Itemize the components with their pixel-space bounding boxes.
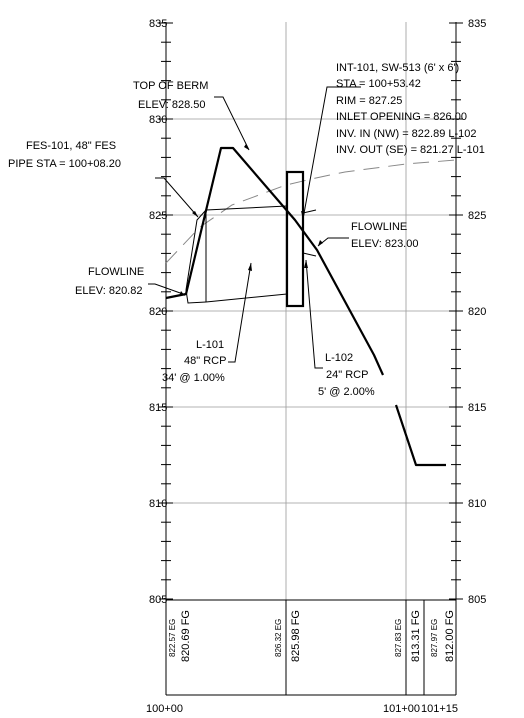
profile-table: 822.57 EG 820.69 FG 826.32 EG 825.98 FG …: [166, 599, 456, 696]
flowline-right-elev: ELEV: 823.00: [351, 238, 418, 250]
elev-label-right-810: 810: [468, 498, 486, 510]
elevation-axis-labels: 835 830 825 820 815 810 805 835 825 820 …: [149, 18, 486, 606]
inlet-line-3: RIM = 827.25: [336, 95, 402, 107]
flowline-left-title: FLOWLINE: [88, 266, 144, 278]
l102-slope: 5' @ 2.00%: [318, 386, 375, 398]
grid: [166, 22, 456, 600]
inlet-line-5: INV. IN (NW) = 822.89 L-102: [336, 128, 477, 140]
callout-fes: FES-101, 48" FES PIPE STA = 100+08.20: [8, 140, 121, 170]
fg-value-1: 820.69 FG: [180, 610, 192, 662]
station-label-100-00: 100+00: [146, 703, 183, 715]
inlet-line-4: INLET OPENING = 826.00: [336, 111, 467, 123]
frame: [165, 22, 457, 695]
station-axis-labels: 100+00 101+00 101+15: [146, 703, 458, 715]
l101-name: L-101: [196, 339, 224, 351]
eg-value-2: 826.32 EG: [274, 619, 283, 657]
elev-label-left-835: 835: [149, 18, 167, 30]
berm-title: TOP OF BERM: [133, 80, 208, 92]
elev-label-left-810: 810: [149, 498, 167, 510]
finished-grade-line: [165, 146, 385, 376]
inlet-line-2: STA = 100+53.42: [336, 78, 421, 90]
callout-leaders: [148, 86, 361, 369]
elev-label-right-820: 820: [468, 306, 486, 318]
elev-label-right-835: 835: [468, 18, 486, 30]
l101-size: 48" RCP: [184, 355, 226, 367]
fg-value-2: 825.98 FG: [290, 610, 302, 662]
l102-name: L-102: [325, 352, 353, 364]
callout-top-of-berm: TOP OF BERM ELEV: 828.50: [133, 80, 208, 111]
elev-label-left-815: 815: [149, 402, 167, 414]
elev-label-left-825: 825: [149, 210, 167, 222]
eg-value-3: 827.83 EG: [394, 619, 403, 657]
eg-value-1: 822.57 EG: [168, 619, 177, 657]
elev-label-left-830: 830: [149, 114, 167, 126]
callout-arrowheads: [180, 144, 323, 296]
fes-station: PIPE STA = 100+08.20: [8, 158, 121, 170]
pipe-l101: [205, 205, 288, 303]
eg-value-4: 827.97 EG: [430, 619, 439, 657]
elev-label-left-820: 820: [149, 306, 167, 318]
elev-label-right-805: 805: [468, 594, 486, 606]
fes-title: FES-101, 48" FES: [26, 140, 116, 152]
finished-grade-line-outfall: [394, 404, 446, 467]
callout-l101: L-101 48" RCP 34' @ 1.00%: [162, 339, 226, 384]
axis-ticks: [159, 22, 463, 600]
station-label-101-00: 101+00: [383, 703, 420, 715]
l101-slope: 34' @ 1.00%: [162, 372, 225, 384]
fg-value-4: 812.00 FG: [444, 610, 456, 662]
callout-inlet: INT-101, SW-513 (6' x 6') STA = 100+53.4…: [336, 62, 485, 156]
inlet-structure: [285, 170, 305, 308]
l102-size: 24" RCP: [326, 369, 368, 381]
callout-flowline-right: FLOWLINE ELEV: 823.00: [351, 221, 418, 250]
flowline-left-elev: ELEV: 820.82: [75, 285, 142, 297]
fg-value-3: 813.31 FG: [410, 610, 422, 662]
pipe-l102: [302, 209, 317, 257]
inlet-line-6: INV. OUT (SE) = 821.27 L-101: [336, 144, 485, 156]
callout-l102: L-102 24" RCP 5' @ 2.00%: [318, 352, 375, 398]
station-label-101-15: 101+15: [421, 703, 458, 715]
berm-elev: ELEV: 828.50: [138, 99, 205, 111]
inlet-line-1: INT-101, SW-513 (6' x 6'): [336, 62, 459, 74]
elev-label-left-805: 805: [149, 594, 167, 606]
elev-label-right-815: 815: [468, 402, 486, 414]
callout-flowline-left: FLOWLINE ELEV: 820.82: [75, 266, 144, 297]
elev-label-right-825: 825: [468, 210, 486, 222]
existing-grade-line: [165, 159, 457, 264]
flowline-right-title: FLOWLINE: [351, 221, 407, 233]
